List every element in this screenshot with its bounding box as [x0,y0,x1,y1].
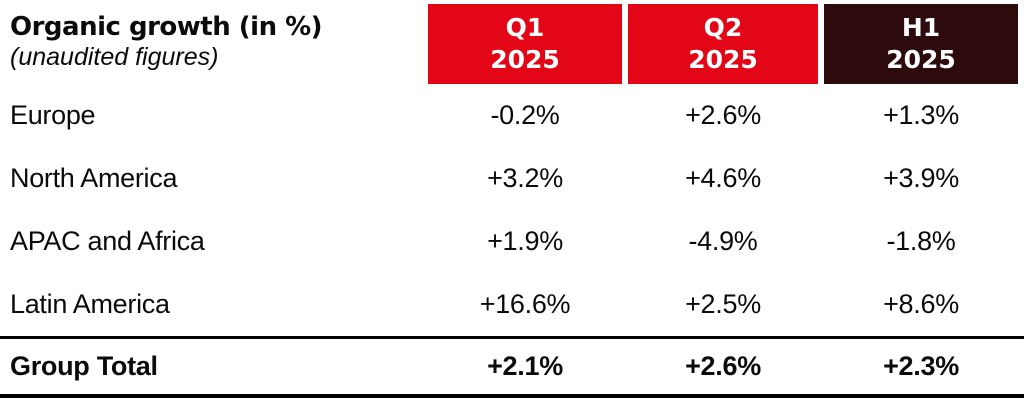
table-row-apac-africa: APAC and Africa +1.9% -4.9% -1.8% [0,210,1024,273]
table-row-latin-america: Latin America +16.6% +2.5% +8.6% [0,273,1024,336]
value-apac-africa-h1: -1.8% [886,226,956,256]
value-group-total-q1: +2.1% [487,351,563,381]
column-header-h1-year: 2025 [886,45,956,74]
value-apac-africa-q1: +1.9% [487,226,563,256]
column-header-q1-period: Q1 [505,12,545,42]
column-header-h1-2025: H1 2025 [824,4,1018,84]
column-header-q1-2025: Q1 2025 [428,4,622,84]
value-north-america-h1: +3.9% [883,163,959,193]
row-label-group-total: Group Total [10,351,158,381]
value-group-total-q2: +2.6% [685,351,761,381]
column-header-q1-year: 2025 [490,45,560,74]
value-apac-africa-q2: -4.9% [688,226,758,256]
value-latin-america-h1: +8.6% [883,289,959,319]
row-label-north-america: North America [10,163,178,193]
value-europe-q1: -0.2% [490,100,560,130]
value-europe-h1: +1.3% [883,100,959,130]
column-header-q2-period: Q2 [703,12,743,42]
value-north-america-q1: +3.2% [487,163,563,193]
table-row-group-total: Group Total +2.1% +2.6% +2.3% [0,336,1024,398]
table-row-europe: Europe -0.2% +2.6% +1.3% [0,84,1024,147]
value-europe-q2: +2.6% [685,100,761,130]
table-subtitle: (unaudited figures) [10,42,219,71]
value-north-america-q2: +4.6% [685,163,761,193]
table-header-row: Organic growth (in %) (unaudited figures… [0,0,1024,84]
table-title-block: Organic growth (in %) (unaudited figures… [0,0,425,84]
column-header-q2-2025: Q2 2025 [628,4,818,84]
column-header-h1-period: H1 [901,12,941,42]
value-latin-america-q2: +2.5% [685,289,761,319]
column-header-q2-year: 2025 [688,45,758,74]
table-row-north-america: North America +3.2% +4.6% +3.9% [0,147,1024,210]
row-label-europe: Europe [10,100,96,130]
value-group-total-h1: +2.3% [883,351,959,381]
value-latin-america-q1: +16.6% [479,289,571,319]
table-title: Organic growth (in %) [10,11,323,42]
row-label-latin-america: Latin America [10,289,170,319]
row-label-apac-africa: APAC and Africa [10,226,205,256]
